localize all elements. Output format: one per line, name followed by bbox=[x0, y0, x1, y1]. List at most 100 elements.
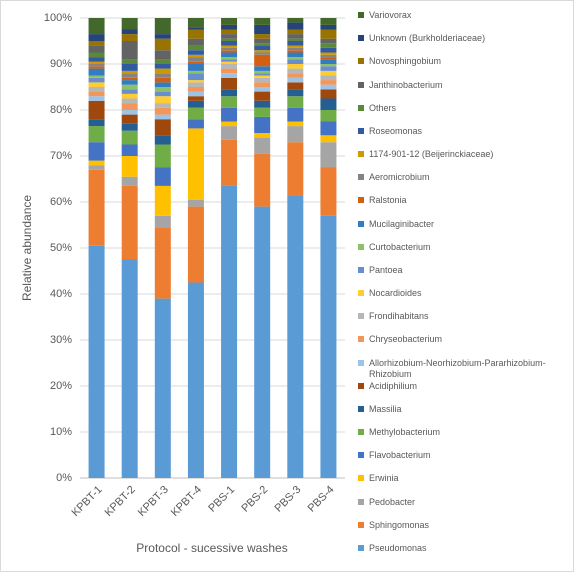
bar-segment bbox=[121, 176, 138, 186]
legend-entry: Curtobacterium bbox=[358, 242, 558, 253]
legend-label: Pedobacter bbox=[369, 496, 416, 507]
bar-segment bbox=[187, 54, 204, 58]
bar-segment bbox=[121, 29, 138, 35]
bar-segment bbox=[154, 107, 171, 115]
legend-label: Flavobacterium bbox=[369, 450, 431, 461]
bar-segment bbox=[320, 64, 337, 67]
bar-segment bbox=[187, 91, 204, 97]
y-tick-label: 100% bbox=[44, 12, 72, 24]
bar-segment bbox=[320, 142, 337, 168]
bar-segment bbox=[88, 126, 105, 143]
bar-segment bbox=[121, 84, 138, 90]
bar-segment bbox=[154, 144, 171, 168]
legend-label: Ralstonia bbox=[369, 195, 407, 206]
bar-segment bbox=[221, 107, 238, 122]
bar-segment bbox=[254, 87, 271, 92]
y-tick-label: 50% bbox=[50, 242, 72, 254]
bar-segment bbox=[121, 185, 138, 260]
legend-entry: Janthinobacterium bbox=[358, 80, 558, 91]
legend-swatch bbox=[358, 290, 364, 297]
bar-segment bbox=[187, 87, 204, 92]
bar-segment bbox=[287, 73, 304, 78]
bar-segment bbox=[287, 29, 304, 35]
legend-label: Nocardioides bbox=[369, 288, 422, 299]
bar-segment bbox=[154, 64, 171, 69]
legend-label: Variovorax bbox=[369, 10, 412, 20]
legend-entry: 1174-901-12 (Beijerinckiaceae) bbox=[358, 149, 558, 160]
legend-swatch bbox=[358, 336, 364, 343]
legend-entry: Mucilaginibacter bbox=[358, 219, 558, 230]
legend-swatch bbox=[358, 243, 364, 250]
legend-swatch bbox=[358, 266, 364, 273]
bar-segment bbox=[254, 77, 271, 83]
bar-segment bbox=[320, 54, 337, 58]
bar-segment bbox=[121, 103, 138, 110]
y-tick-label: 80% bbox=[50, 104, 72, 116]
bar-segment bbox=[320, 80, 337, 85]
bar-segment bbox=[221, 38, 238, 41]
legend-entry: Aeromicrobium bbox=[358, 172, 558, 183]
y-tick-label: 60% bbox=[50, 196, 72, 208]
y-tick-label: 40% bbox=[50, 288, 72, 300]
bar-segment bbox=[187, 29, 204, 39]
legend-swatch bbox=[358, 521, 364, 528]
bar-segment bbox=[187, 64, 204, 71]
legend-entry: Acidiphilium bbox=[358, 381, 558, 392]
bar-segment bbox=[88, 169, 105, 246]
legend-label: Mucilaginibacter bbox=[369, 218, 435, 229]
bar-segment bbox=[88, 96, 105, 101]
legend-label: Allorhizobium-Neorhizobium-Pararhizobium… bbox=[369, 357, 546, 379]
bar-segment bbox=[121, 123, 138, 131]
bar-segment bbox=[88, 82, 105, 87]
bar-segment bbox=[254, 91, 271, 101]
bar-segment bbox=[187, 80, 204, 83]
bar-segment bbox=[320, 18, 337, 25]
bar-segment bbox=[287, 41, 304, 46]
y-tick-label: 90% bbox=[50, 58, 72, 70]
bar-segment bbox=[154, 38, 171, 51]
bar-segment bbox=[254, 133, 271, 138]
bar-segment bbox=[254, 52, 271, 55]
bar-segment bbox=[88, 119, 105, 127]
bar-segment bbox=[221, 41, 238, 46]
legend-label: Janthinobacterium bbox=[369, 79, 443, 90]
legend-label: Chryseobacterium bbox=[369, 334, 443, 345]
y-tick-label: 70% bbox=[50, 150, 72, 162]
bar-segment bbox=[254, 107, 271, 117]
y-tick-label: 0% bbox=[56, 472, 72, 484]
legend-swatch bbox=[358, 545, 364, 551]
bar-segment bbox=[254, 54, 271, 67]
legend-label: Frondihabitans bbox=[369, 311, 429, 322]
bar-segment bbox=[121, 64, 138, 71]
bar-segment bbox=[254, 137, 271, 154]
bar-segment bbox=[320, 52, 337, 55]
x-axis-title: Protocol - sucessive washes bbox=[136, 541, 287, 555]
bar-segment bbox=[121, 156, 138, 177]
bar-segment bbox=[254, 18, 271, 25]
bar-segment bbox=[221, 50, 238, 53]
bar-segment bbox=[221, 52, 238, 58]
bar-segment bbox=[320, 29, 337, 39]
bar-segment bbox=[287, 96, 304, 108]
bar-segment bbox=[221, 45, 238, 48]
bar-segment bbox=[320, 43, 337, 48]
legend-swatch bbox=[358, 405, 364, 412]
legend-entry: Allorhizobium-Neorhizobium-Pararhizobium… bbox=[358, 358, 558, 380]
legend-entry: Ralstonia bbox=[358, 195, 558, 206]
legend-label: 1174-901-12 (Beijerinckiaceae) bbox=[369, 149, 494, 160]
bar-segment bbox=[154, 114, 171, 120]
bar-segment bbox=[187, 82, 204, 87]
bar-segment bbox=[287, 107, 304, 122]
legend-label: Sphingomonas bbox=[369, 519, 430, 530]
bar-segment bbox=[121, 114, 138, 124]
legend-label: Methylobacterium bbox=[369, 427, 441, 438]
bar-segment bbox=[254, 34, 271, 39]
bar-segment bbox=[287, 89, 304, 97]
bar-segment bbox=[287, 142, 304, 196]
bar-segment bbox=[254, 206, 271, 478]
bar-segment bbox=[287, 57, 304, 60]
bar-segment bbox=[187, 18, 204, 28]
bar-segment bbox=[254, 50, 271, 53]
bar-segment bbox=[154, 227, 171, 299]
